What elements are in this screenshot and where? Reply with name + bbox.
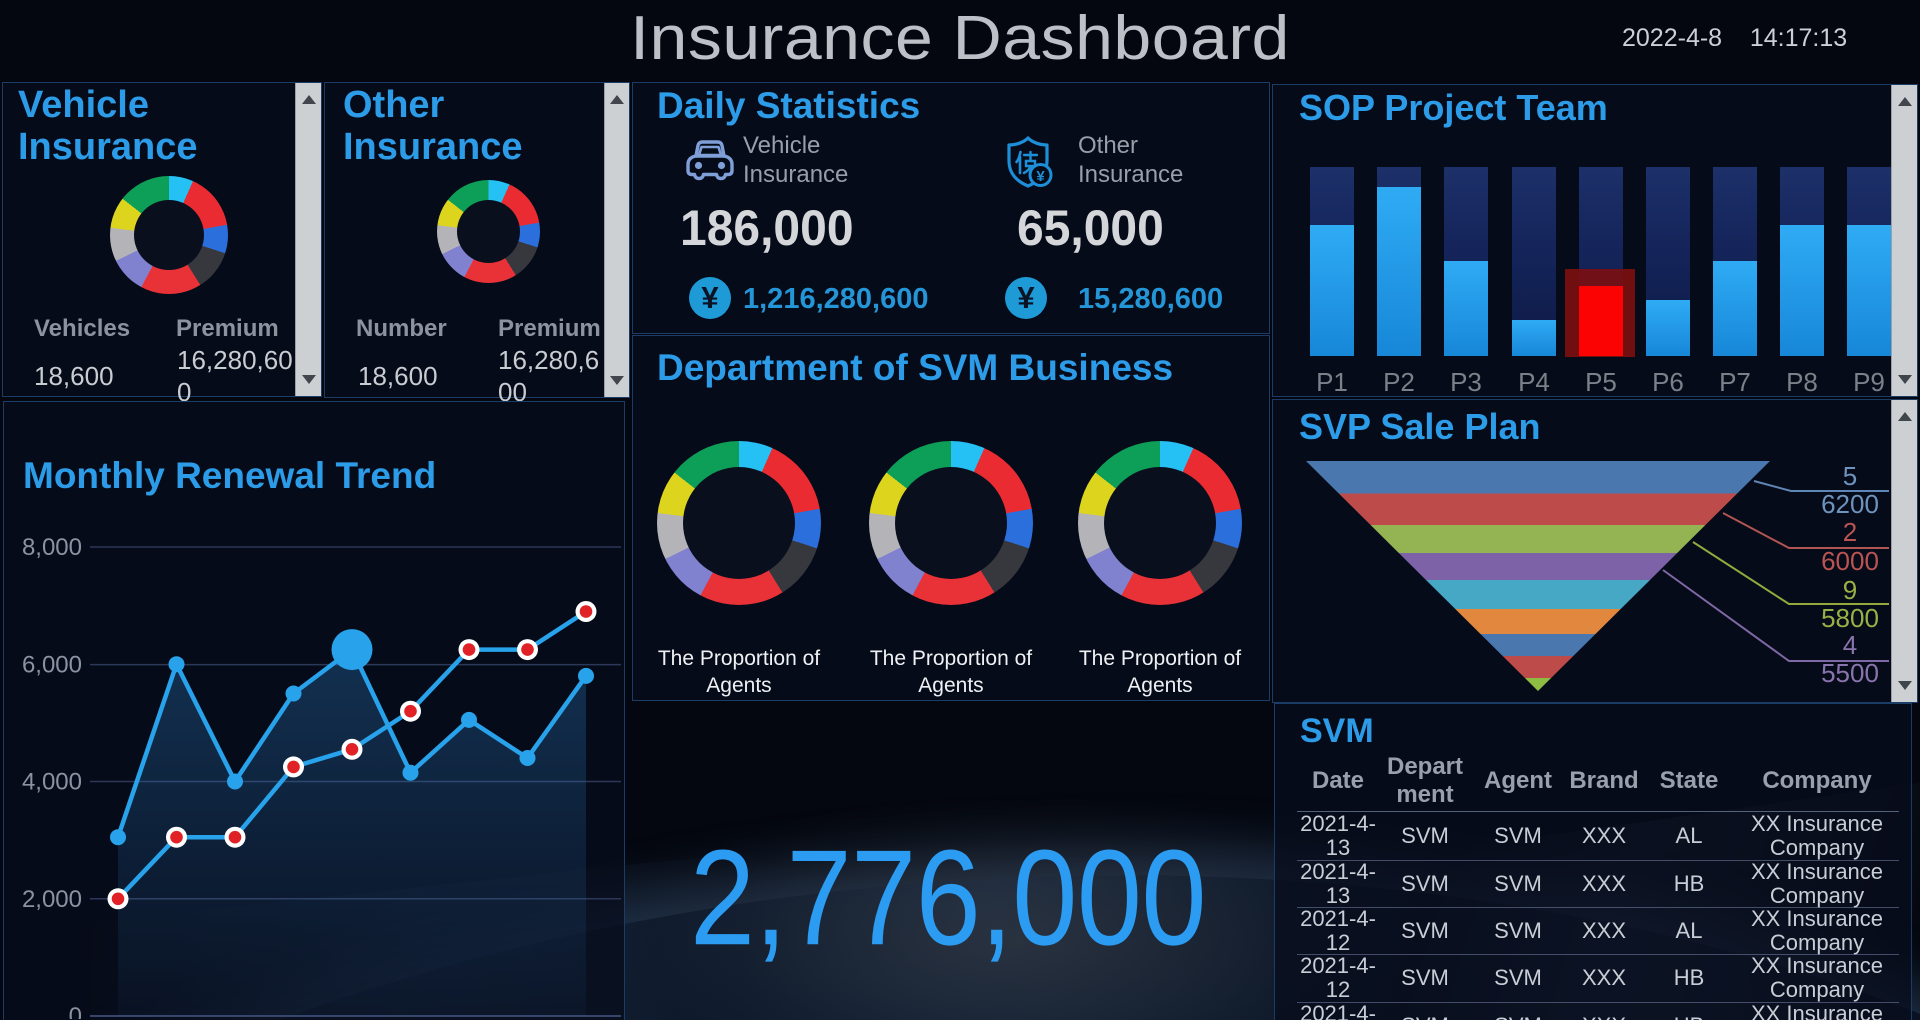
svg-text:0: 0 bbox=[69, 1003, 82, 1019]
svg-text:6000: 6000 bbox=[1821, 546, 1879, 576]
svg-text:9: 9 bbox=[1843, 575, 1857, 605]
svg-text:5: 5 bbox=[1843, 461, 1857, 491]
svg-text:¥: ¥ bbox=[1036, 168, 1045, 185]
svg-text:5800: 5800 bbox=[1821, 603, 1879, 633]
svg-text:6200: 6200 bbox=[1821, 489, 1879, 519]
svg-text:8,000: 8,000 bbox=[22, 534, 82, 561]
svg-text:2,000: 2,000 bbox=[22, 886, 82, 913]
svg-text:2: 2 bbox=[1843, 517, 1857, 547]
svg-text:6,000: 6,000 bbox=[22, 652, 82, 679]
svg-text:4: 4 bbox=[1843, 630, 1857, 660]
svg-text:5500: 5500 bbox=[1821, 658, 1879, 688]
svg-text:4,000: 4,000 bbox=[22, 769, 82, 796]
